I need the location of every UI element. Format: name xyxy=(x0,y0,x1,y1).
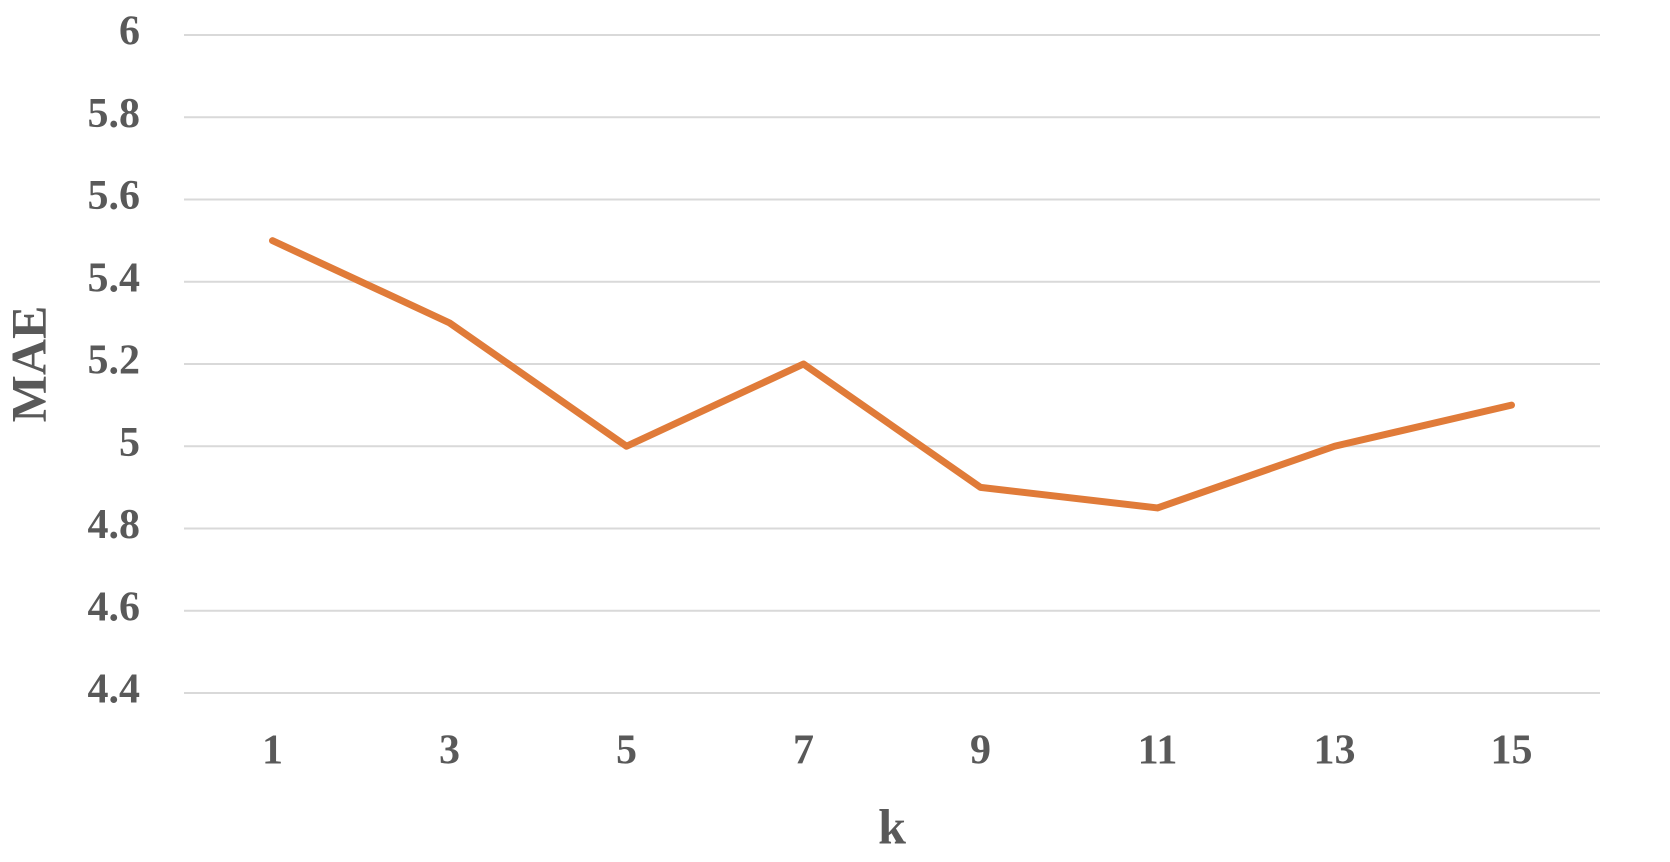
y-tick-label: 5.8 xyxy=(88,91,141,137)
x-tick-label: 13 xyxy=(1314,728,1356,774)
x-tick-label: 9 xyxy=(970,728,991,774)
y-axis-title: MAE xyxy=(0,306,56,423)
y-tick-label: 5.2 xyxy=(88,338,141,384)
x-axis-title: k xyxy=(878,798,906,854)
data-line xyxy=(269,237,1515,512)
y-tick-label: 6 xyxy=(119,9,140,55)
y-tick-label: 4.4 xyxy=(88,667,141,713)
y-tick-label: 4.6 xyxy=(88,584,141,630)
x-tick-label: 7 xyxy=(793,728,814,774)
y-tick-label: 5.4 xyxy=(88,255,141,301)
x-tick-label: 11 xyxy=(1138,728,1178,774)
x-tick-label: 1 xyxy=(262,728,283,774)
x-tick-label: 3 xyxy=(439,728,460,774)
x-tick-label: 15 xyxy=(1491,728,1533,774)
y-tick-label: 5.6 xyxy=(88,173,141,219)
y-tick-label: 5 xyxy=(119,420,140,466)
x-tick-label: 5 xyxy=(616,728,637,774)
y-tick-label: 4.8 xyxy=(88,502,141,548)
